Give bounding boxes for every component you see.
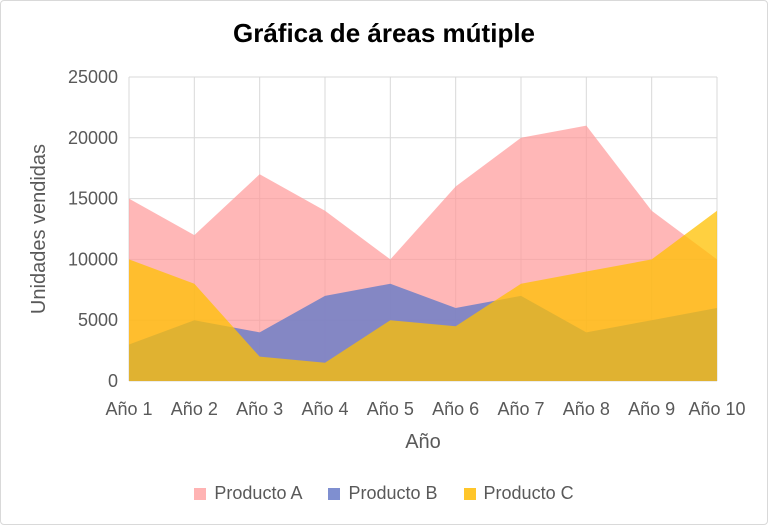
chart-title: Gráfica de áreas mútiple — [232, 18, 536, 48]
y-tick-label: 25000 — [68, 67, 118, 87]
y-tick-label: 20000 — [68, 128, 118, 148]
x-tick-label: Año 4 — [301, 399, 348, 419]
y-tick-label: 0 — [108, 371, 118, 391]
legend-swatch-producto-a — [194, 487, 207, 500]
x-tick-label: Año 1 — [105, 399, 152, 419]
legend-label-producto-b: Producto B — [348, 483, 438, 503]
x-tick-label: Año 2 — [171, 399, 218, 419]
legend-swatch-producto-c — [463, 487, 476, 500]
y-tick-label: 15000 — [68, 189, 118, 209]
x-tick-label: Año 6 — [432, 399, 479, 419]
x-tick-label: Año 7 — [497, 399, 544, 419]
series-areas — [129, 125, 717, 381]
x-tick-label: Año 9 — [628, 399, 675, 419]
x-tick-label: Año 10 — [688, 399, 745, 419]
area-series-producto-c — [129, 210, 717, 381]
legend-label-producto-c: Producto C — [483, 483, 574, 503]
legend-item-producto-a: Producto A — [194, 483, 302, 504]
y-tick-labels: 0 5000 10000 15000 20000 25000 — [68, 67, 118, 391]
x-tick-label: Año 3 — [236, 399, 283, 419]
x-axis-label: Año — [405, 431, 441, 453]
legend-item-producto-b: Producto B — [328, 483, 438, 504]
legend-label-producto-a: Producto A — [214, 483, 303, 503]
y-tick-label: 10000 — [68, 249, 118, 269]
x-tick-label: Año 5 — [367, 399, 414, 419]
y-axis-label: Unidades vendidas — [28, 144, 50, 314]
x-tick-labels: Año 1 Año 2 Año 3 Año 4 Año 5 Año 6 Año 7 Año 8… — [105, 399, 745, 419]
x-tick-label: Año 8 — [563, 399, 610, 419]
legend-item-producto-c: Producto C — [463, 483, 574, 504]
legend: Producto A Producto B Producto C — [0, 483, 768, 504]
y-tick-label: 5000 — [78, 310, 118, 330]
legend-swatch-producto-b — [328, 487, 341, 500]
